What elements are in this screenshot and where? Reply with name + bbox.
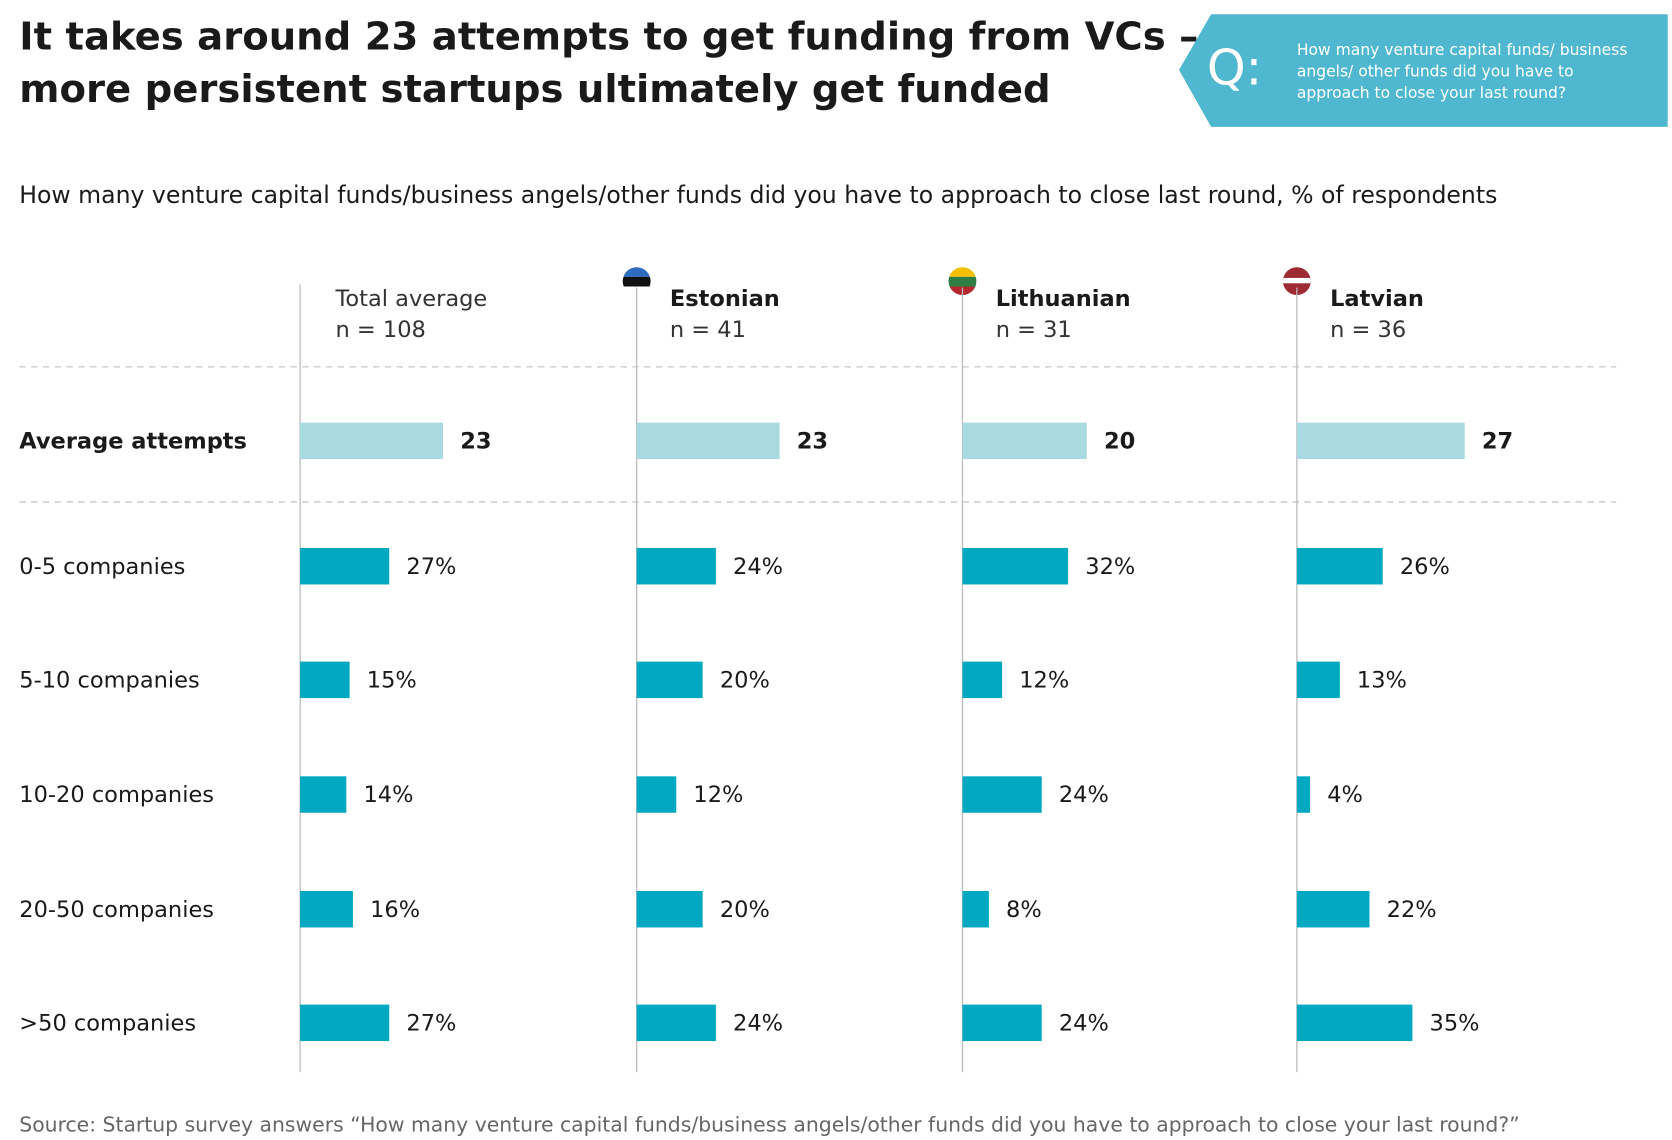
value-label: 27% xyxy=(406,1010,456,1036)
value-label: 24% xyxy=(733,1010,783,1036)
row-label: 10-20 companies xyxy=(19,782,214,808)
row-label: 20-50 companies xyxy=(19,897,214,923)
value-label: 16% xyxy=(370,897,420,923)
panel-n: n = 36 xyxy=(1330,317,1406,343)
value-label: 24% xyxy=(1059,1010,1109,1036)
question-text: How many venture capital funds/ business xyxy=(1297,41,1628,59)
bar xyxy=(962,776,1042,813)
bar xyxy=(300,548,390,585)
bar xyxy=(636,891,703,928)
value-label: 20% xyxy=(720,897,770,923)
row-label: >50 companies xyxy=(19,1010,196,1036)
value-label: 22% xyxy=(1387,897,1437,923)
bar xyxy=(300,891,353,928)
average-label: 27 xyxy=(1482,428,1513,454)
value-label: 26% xyxy=(1400,554,1450,580)
average-bar xyxy=(636,422,780,460)
bar xyxy=(636,776,677,813)
panel-n: n = 31 xyxy=(996,317,1072,343)
value-label: 27% xyxy=(406,554,456,580)
bar xyxy=(300,661,350,699)
row-label: Average attempts xyxy=(19,428,247,454)
bar xyxy=(1296,891,1370,928)
bar xyxy=(962,891,989,928)
bar xyxy=(1296,776,1311,813)
average-label: 23 xyxy=(797,428,828,454)
bar xyxy=(962,1004,1042,1042)
bar xyxy=(1296,548,1383,585)
average-bar xyxy=(300,422,444,460)
row-label: 5-10 companies xyxy=(19,667,199,693)
value-label: 35% xyxy=(1430,1010,1480,1036)
panel-name: Total average xyxy=(334,286,487,312)
average-label: 20 xyxy=(1104,428,1135,454)
question-box xyxy=(1178,14,1668,127)
chart-title: It takes around 23 attempts to get fundi… xyxy=(19,14,1198,59)
bar xyxy=(300,1004,390,1042)
bar xyxy=(636,548,716,585)
value-label: 12% xyxy=(1019,667,1069,693)
bar xyxy=(300,776,347,813)
bar xyxy=(1296,1004,1413,1042)
panel-name: Estonian xyxy=(670,286,780,312)
value-label: 24% xyxy=(733,554,783,580)
question-text: angels/ other funds did you have to xyxy=(1297,63,1574,81)
row-label: 0-5 companies xyxy=(19,554,185,580)
value-label: 8% xyxy=(1006,897,1042,923)
value-label: 20% xyxy=(720,667,770,693)
value-label: 15% xyxy=(367,667,417,693)
value-label: 24% xyxy=(1059,782,1109,808)
value-label: 4% xyxy=(1327,782,1363,808)
chart-title: more persistent startups ultimately get … xyxy=(19,67,1050,112)
panel-name: Latvian xyxy=(1330,286,1424,312)
question-mark: Q: xyxy=(1207,39,1262,97)
bar xyxy=(636,1004,716,1042)
panel-n: n = 41 xyxy=(670,317,746,343)
value-label: 14% xyxy=(363,782,413,808)
panel-n: n = 108 xyxy=(335,317,425,343)
question-text: approach to close your last round? xyxy=(1297,84,1566,102)
bar xyxy=(1296,661,1340,699)
subtitle: How many venture capital funds/business … xyxy=(19,181,1497,209)
bar xyxy=(636,661,703,699)
panel-name: Lithuanian xyxy=(996,286,1131,312)
value-label: 32% xyxy=(1085,554,1135,580)
bar xyxy=(962,548,1069,585)
average-label: 23 xyxy=(460,428,491,454)
value-label: 13% xyxy=(1357,667,1407,693)
average-bar xyxy=(1296,422,1465,460)
value-label: 12% xyxy=(693,782,743,808)
average-bar xyxy=(962,422,1087,460)
source: Source: Startup survey answers “How many… xyxy=(19,1113,1519,1137)
bar xyxy=(962,661,1003,699)
